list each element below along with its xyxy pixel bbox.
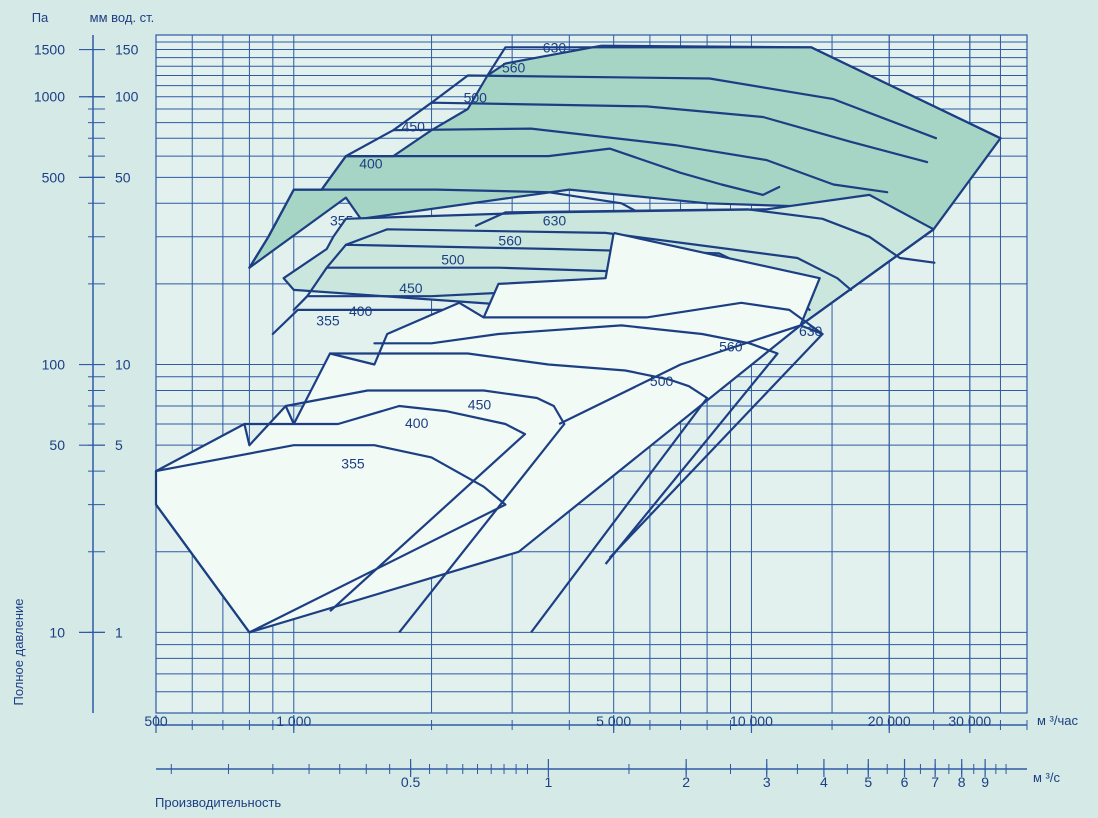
curve-label-low-450: 450 bbox=[468, 396, 492, 412]
curve-label-mid-630: 630 bbox=[543, 213, 567, 229]
family-fill-high bbox=[249, 45, 1001, 268]
x-tick-label-m3s: 5 bbox=[864, 774, 872, 790]
y-tick-label-mm: 10 bbox=[115, 357, 131, 373]
y-tick-label-mm: 50 bbox=[115, 169, 131, 185]
x-axis-title: Производительность bbox=[155, 795, 281, 810]
curve-label-low-500: 500 bbox=[650, 373, 674, 389]
curve-mid-630 bbox=[474, 208, 936, 264]
curve-label-high-630: 630 bbox=[543, 40, 567, 56]
system-line bbox=[604, 352, 779, 565]
curve-label-high-400: 400 bbox=[359, 155, 383, 171]
family-fill-low bbox=[156, 232, 820, 633]
x-unit-top-label: м ³/час bbox=[1037, 713, 1078, 728]
x-tick-label-m3h: 5 000 bbox=[596, 713, 631, 729]
curve-label-mid-450: 450 bbox=[399, 280, 423, 296]
curve-low-630 bbox=[482, 301, 824, 336]
y-left-unit-label: Па bbox=[32, 10, 49, 25]
curve-low-400 bbox=[243, 404, 527, 436]
family-outline-mid bbox=[282, 193, 935, 327]
curve-label-mid-560: 560 bbox=[498, 233, 522, 249]
y-tick-label-pa: 50 bbox=[49, 437, 65, 453]
curve-high-500 bbox=[392, 101, 929, 164]
curve-low-500 bbox=[328, 352, 709, 400]
curve-label-mid-500: 500 bbox=[441, 252, 465, 268]
y-axis-title: Полное давление bbox=[11, 598, 26, 705]
curve-low-560 bbox=[373, 324, 779, 355]
x-tick-label-m3s: 7 bbox=[931, 774, 939, 790]
x-tick-label-m3s: 6 bbox=[901, 774, 909, 790]
system-line bbox=[530, 397, 708, 634]
fan-families: 3554004505005606303554004505005606303554… bbox=[154, 40, 1002, 634]
curve-label-high-450: 450 bbox=[402, 119, 426, 135]
curve-label-mid-355: 355 bbox=[316, 312, 340, 328]
x-tick-label-m3h: 20 000 bbox=[868, 713, 911, 729]
curve-high-560 bbox=[430, 74, 938, 140]
y-tick-label-mm: 100 bbox=[115, 89, 139, 105]
y-tick-label-mm: 150 bbox=[115, 42, 139, 58]
system-line bbox=[558, 228, 935, 425]
x-tick-label-m3s: 9 bbox=[981, 774, 989, 790]
y-tick-label-pa: 1000 bbox=[34, 89, 65, 105]
curve-low-355 bbox=[154, 444, 507, 506]
x-tick-label-m3s: 0.5 bbox=[401, 774, 421, 790]
curve-label-low-355: 355 bbox=[341, 455, 365, 471]
x-tick-label-m3h: 10 000 bbox=[730, 713, 773, 729]
y-tick-label-pa: 1500 bbox=[34, 42, 65, 58]
x-tick-label-m3s: 2 bbox=[682, 774, 690, 790]
system-line bbox=[398, 423, 566, 634]
y-tick-label-mm: 1 bbox=[115, 624, 123, 640]
curve-mid-560 bbox=[344, 228, 853, 291]
curve-label-low-400: 400 bbox=[405, 415, 429, 431]
x-tick-label-m3s: 8 bbox=[958, 774, 966, 790]
y-axis-pressure: 10 50 100 500 1000 1500 1 5 10 50 100 150 bbox=[34, 35, 139, 713]
family-outline-low bbox=[154, 231, 821, 634]
system-line bbox=[329, 433, 526, 613]
y-tick-label-pa: 10 bbox=[49, 624, 65, 640]
y-tick-label-pa: 500 bbox=[42, 169, 66, 185]
curve-label-mid-400: 400 bbox=[349, 303, 373, 319]
x-tick-label-m3s: 1 bbox=[544, 774, 552, 790]
plot-frame bbox=[155, 34, 1028, 714]
x-tick-label-m3h: 30 000 bbox=[948, 713, 991, 729]
x-unit-bottom-label: м ³/с bbox=[1033, 770, 1060, 785]
y-tick-label-mm: 5 bbox=[115, 437, 123, 453]
x-axis-flow: 500 1 000 5 000 10 000 20 000 30 000 0.5 1 2 3 4 5 6… bbox=[144, 713, 1028, 790]
x-tick-label-m3h: 1 000 bbox=[276, 713, 311, 729]
curve-low-450 bbox=[284, 389, 566, 426]
system-lines bbox=[155, 228, 935, 634]
system-line bbox=[155, 503, 506, 634]
x-tick-label-m3h: 500 bbox=[144, 713, 168, 729]
x-tick-label-m3s: 4 bbox=[820, 774, 828, 790]
y-right-unit-label: мм вод. ст. bbox=[90, 10, 155, 25]
x-tick-label-m3s: 3 bbox=[763, 774, 771, 790]
y-tick-label-pa: 100 bbox=[42, 357, 66, 373]
system-line bbox=[608, 324, 824, 559]
